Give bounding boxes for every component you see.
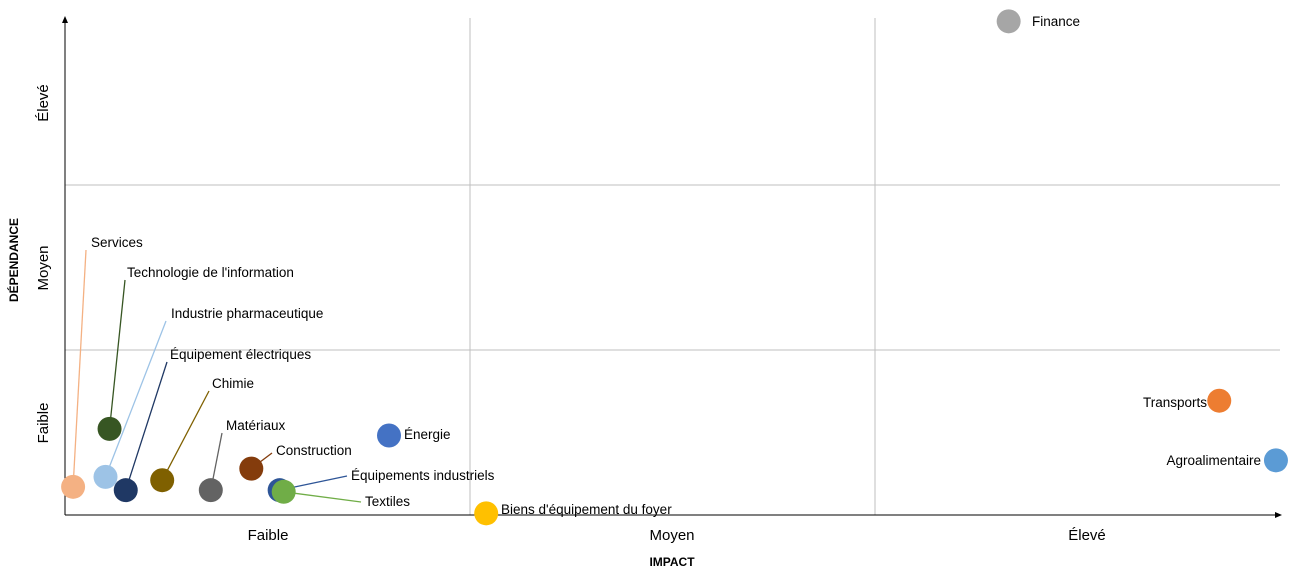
leader-line — [108, 279, 126, 429]
data-point — [150, 468, 175, 493]
data-point — [97, 416, 122, 441]
leader-line — [161, 390, 210, 481]
point-label: Technologie de l'information — [127, 265, 294, 280]
x-tick-label: Moyen — [649, 527, 694, 544]
point-label: Finance — [1032, 14, 1080, 29]
data-point — [61, 474, 86, 499]
data-point — [271, 479, 296, 504]
data-point — [198, 478, 223, 503]
leader-line — [125, 361, 168, 491]
point-label: Équipements industriels — [351, 468, 495, 483]
data-point — [996, 9, 1021, 34]
tick-labels: Faible Moyen Élevé Faible Moyen Élevé — [35, 84, 1106, 544]
y-tick-label: Faible — [35, 403, 52, 444]
x-axis-title: IMPACT — [649, 555, 695, 569]
data-points — [61, 9, 1288, 526]
point-label: Énergie — [404, 427, 451, 442]
point-label: Matériaux — [226, 418, 286, 433]
x-axis-arrow — [1275, 512, 1282, 518]
data-point — [377, 423, 401, 448]
x-tick-label: Élevé — [1068, 527, 1106, 544]
y-axis-title: DÉPENDANCE — [6, 218, 21, 302]
point-label: Textiles — [365, 494, 410, 509]
x-tick-label: Faible — [248, 527, 289, 544]
y-tick-label: Élevé — [35, 84, 52, 122]
axes — [62, 16, 1282, 518]
point-label: Transports — [1143, 395, 1207, 410]
data-point — [113, 478, 138, 503]
data-point — [93, 464, 118, 489]
leader-line — [72, 249, 87, 487]
data-point — [474, 501, 499, 526]
grid — [65, 18, 1280, 515]
y-axis-arrow — [62, 16, 68, 23]
leader-line — [283, 491, 362, 503]
point-label: Services — [91, 235, 143, 250]
point-label: Industrie pharmaceutique — [171, 306, 323, 321]
point-labels: Finance Transports Agroalimentaire Services… — [91, 14, 1261, 517]
point-label: Agroalimentaire — [1166, 453, 1261, 468]
point-label: Équipement électriques — [170, 347, 311, 362]
data-point — [1207, 388, 1232, 413]
point-label: Chimie — [212, 376, 254, 391]
data-point — [1263, 448, 1288, 473]
point-label: Biens d'équipement du foyer — [501, 502, 672, 517]
leader-line — [104, 320, 167, 478]
data-point — [239, 456, 264, 481]
y-tick-label: Moyen — [35, 245, 52, 290]
point-label: Construction — [276, 443, 352, 458]
